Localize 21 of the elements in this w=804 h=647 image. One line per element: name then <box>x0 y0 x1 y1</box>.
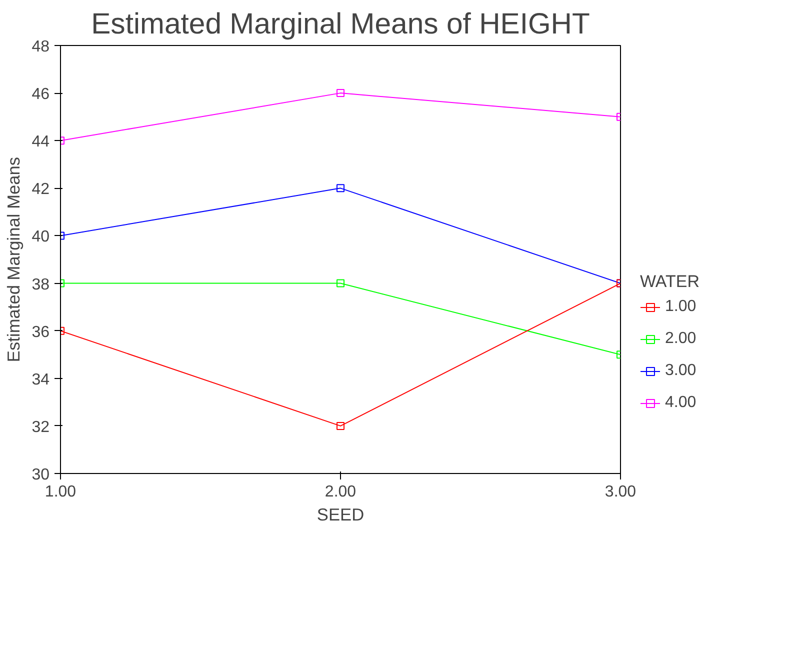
legend-title: WATER <box>640 272 700 292</box>
y-tick-label: 30 <box>32 466 50 484</box>
y-tick-label: 40 <box>32 228 50 246</box>
y-tick-label: 44 <box>32 134 50 151</box>
legend-label: 2.00 <box>665 330 696 348</box>
y-tick-label: 42 <box>32 181 50 198</box>
x-tick-label: 1.00 <box>44 484 76 500</box>
chart-title: Estimated Marginal Means of HEIGHT <box>91 8 590 40</box>
legend-label: 3.00 <box>665 362 696 380</box>
x-tick-label: 3.00 <box>604 484 636 500</box>
y-tick-label: 34 <box>32 371 50 388</box>
y-tick-label: 38 <box>32 276 50 294</box>
y-tick-label: 36 <box>32 324 50 341</box>
legend-label: 1.00 <box>665 298 696 316</box>
x-tick-label: 2.00 <box>324 484 356 500</box>
x-axis-title: SEED <box>316 504 364 524</box>
y-tick-label: 48 <box>32 38 50 56</box>
y-tick-label: 46 <box>32 86 50 104</box>
y-tick-label: 32 <box>32 418 50 436</box>
legend-label: 4.00 <box>665 394 696 412</box>
y-axis-title: Estimated Marginal Means <box>4 156 24 362</box>
